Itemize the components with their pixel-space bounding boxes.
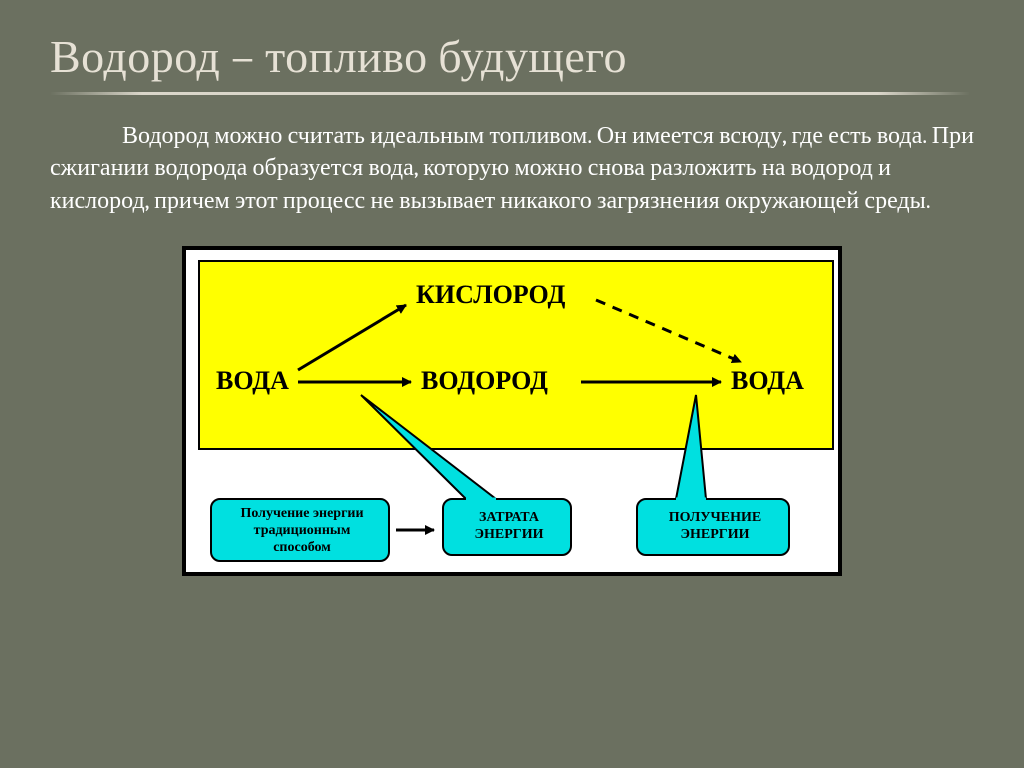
callout-traditional-l2: традиционным (254, 523, 351, 538)
callout-gain-l1: ПОЛУЧЕНИЕ (669, 510, 762, 525)
node-water-left: ВОДА (216, 366, 289, 396)
callout-gain-l2: ЭНЕРГИИ (681, 527, 750, 542)
callout-traditional-l3: способом (273, 540, 331, 555)
callout-gain: ПОЛУЧЕНИЕ ЭНЕРГИИ (636, 498, 790, 556)
callout-traditional-l1: Получение энергии (240, 506, 363, 521)
callout-cost: ЗАТРАТА ЭНЕРГИИ (442, 498, 572, 556)
page-title: Водород – топливо будущего (50, 30, 974, 84)
body-text: Водород можно считать идеальным топливом… (50, 119, 974, 216)
node-hydrogen: ВОДОРОД (421, 366, 548, 396)
diagram-container: Получение энергии традиционным способом … (50, 246, 974, 576)
title-underline (50, 92, 970, 95)
node-oxygen: КИСЛОРОД (416, 280, 565, 310)
slide: Водород – топливо будущего Водород можно… (0, 0, 1024, 768)
callout-cost-l1: ЗАТРАТА (479, 510, 539, 525)
callout-traditional: Получение энергии традиционным способом (210, 498, 390, 562)
callout-cost-l2: ЭНЕРГИИ (475, 527, 544, 542)
diagram: Получение энергии традиционным способом … (182, 246, 842, 576)
node-water-right: ВОДА (731, 366, 804, 396)
